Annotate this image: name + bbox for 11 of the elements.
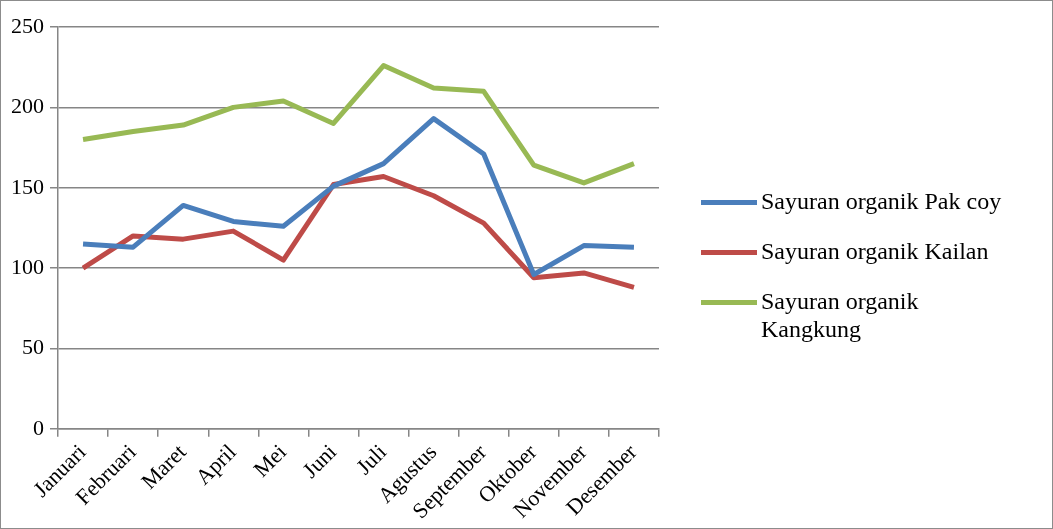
y-tick-label: 0 <box>33 414 44 440</box>
legend-label: Sayuran organik Pak coy <box>761 186 1003 215</box>
x-tick-label: Juni <box>297 439 342 483</box>
legend-label: Sayuran organik Kailan <box>761 236 990 265</box>
y-tick-label: 50 <box>22 334 44 360</box>
y-tick-label: 150 <box>11 173 44 199</box>
y-tick-label: 200 <box>11 93 44 119</box>
legend-label: Sayuran organik Kangkung <box>761 286 920 343</box>
y-tick-label: 250 <box>11 12 44 38</box>
x-tick-label: Mei <box>248 439 291 482</box>
y-tick-label: 100 <box>11 253 44 279</box>
